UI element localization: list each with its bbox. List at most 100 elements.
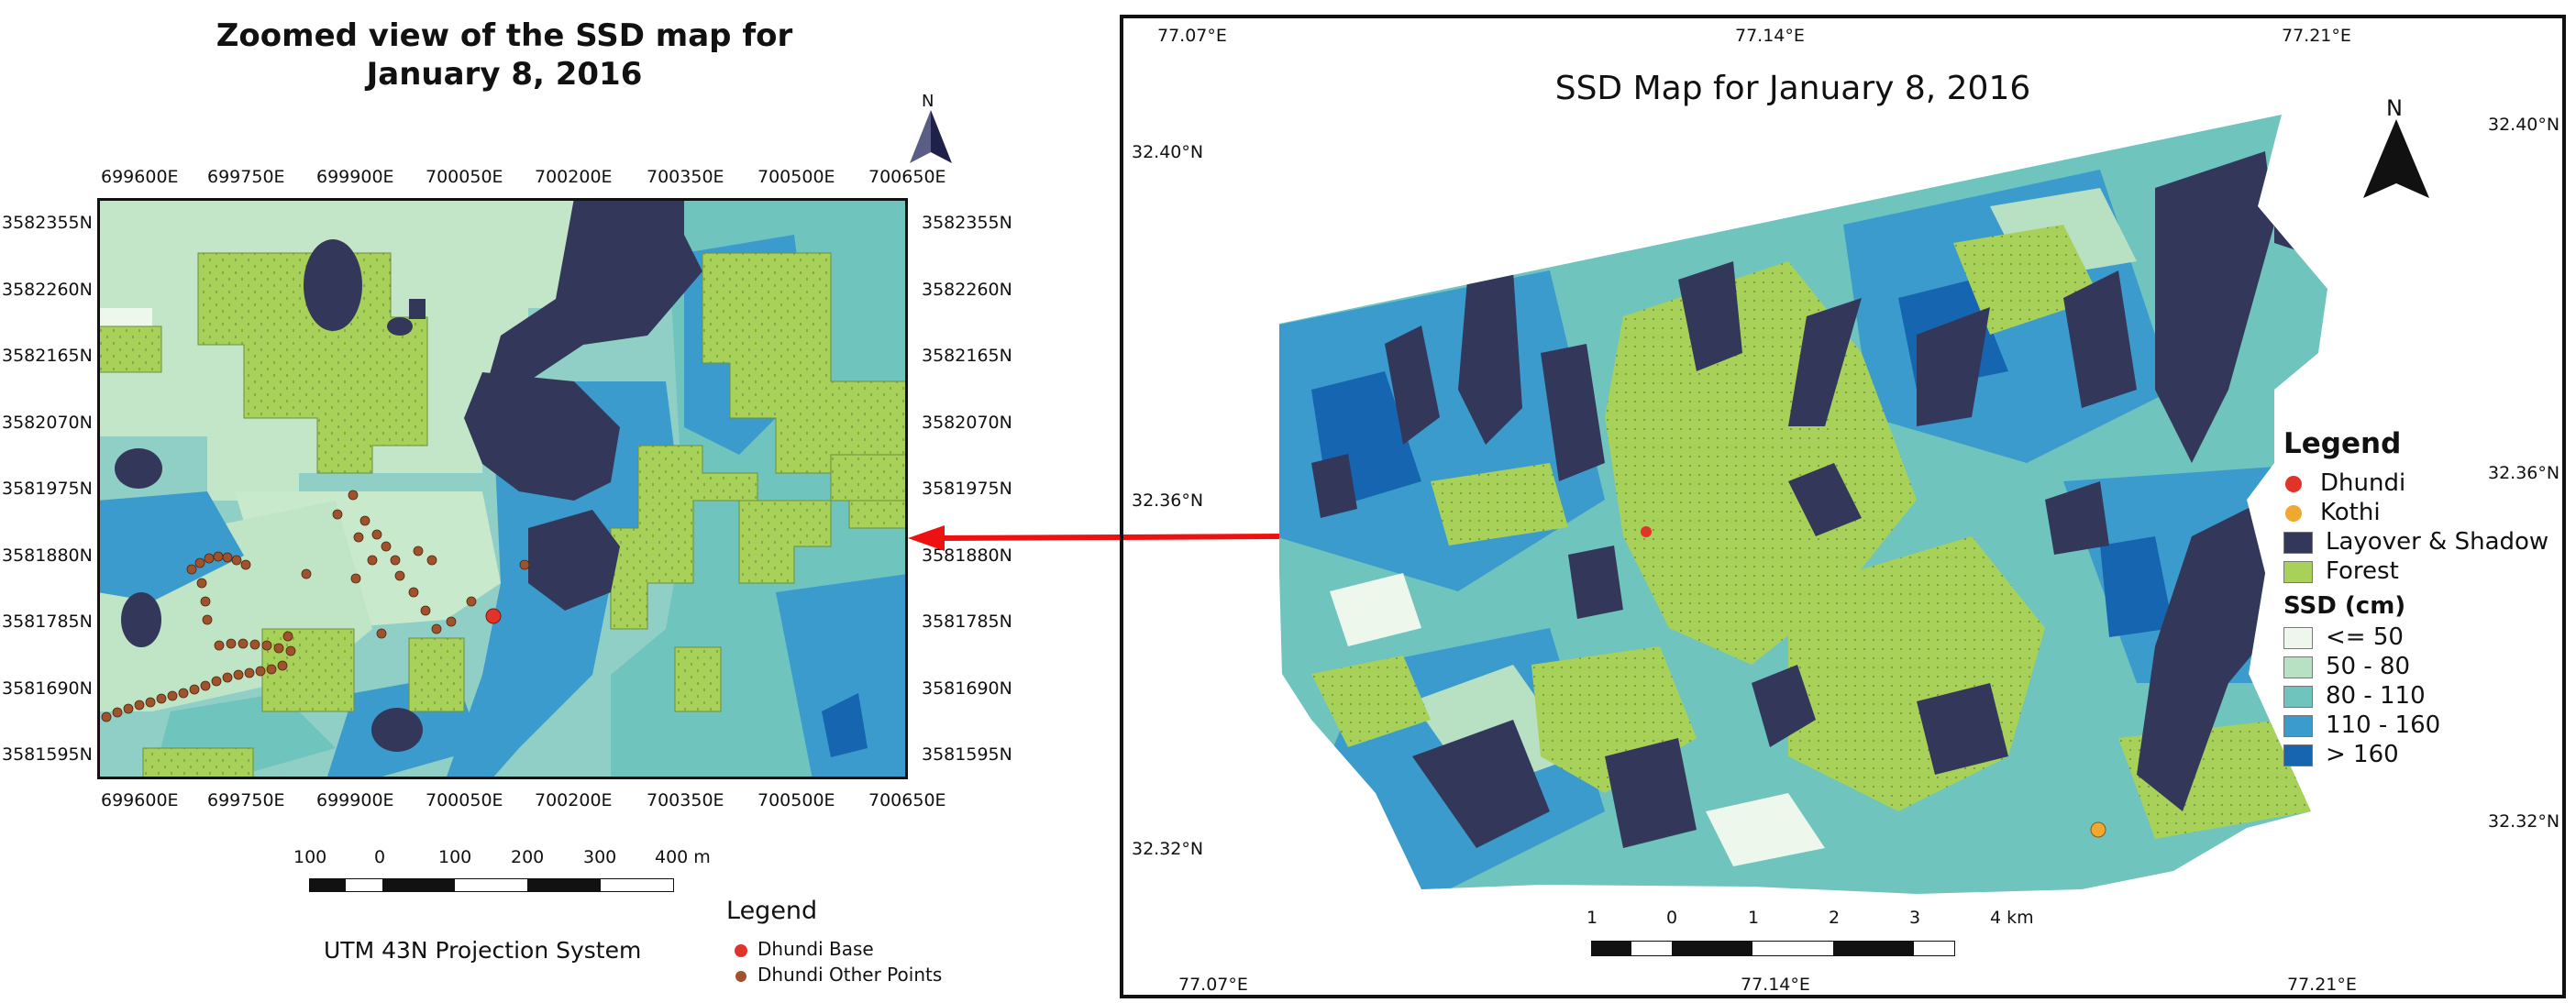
scale-label: 3	[1909, 908, 1921, 928]
legend-label: 50 - 80	[2326, 653, 2411, 680]
right-map-title: SSD Map for January 8, 2016	[1554, 70, 2031, 107]
left-zoomed-map	[97, 198, 908, 779]
x-tick: 699750E	[207, 790, 285, 810]
x-tick: 699600E	[101, 790, 179, 810]
scale-label: 100	[293, 847, 327, 867]
lat-tick: 32.40°N	[1132, 142, 1204, 162]
lon-tick: 77.21°E	[2282, 26, 2351, 46]
legend-label: <= 50	[2326, 623, 2404, 651]
lon-tick: 77.07°E	[1178, 975, 1248, 995]
scale-label: 2	[1829, 908, 1841, 928]
lat-tick: 32.36°N	[1132, 490, 1204, 511]
legend-item-kothi: Kothi	[2283, 499, 2548, 526]
brown-point-icon	[735, 970, 746, 982]
x-tick: 700650E	[868, 167, 946, 187]
scale-label: 1	[1748, 908, 1760, 928]
legend-item-ssd-4: > 160	[2283, 741, 2548, 768]
lat-tick: 32.32°N	[1132, 839, 1204, 859]
ssd-swatch	[2283, 714, 2313, 737]
lon-tick: 77.07°E	[1157, 26, 1227, 46]
left-legend-title: Legend	[726, 897, 818, 925]
right-legend: Legend Dhundi Kothi Layover & Shadow For…	[2283, 427, 2548, 768]
x-tick: 700500E	[757, 167, 835, 187]
legend-label: 80 - 110	[2326, 682, 2426, 710]
y-tick: 3581595N	[2, 744, 93, 765]
scale-label: 1	[1587, 908, 1598, 928]
legend-item-forest: Forest	[2283, 557, 2548, 585]
lon-tick: 77.14°E	[1741, 975, 1810, 995]
red-point-icon	[2285, 475, 2302, 492]
y-tick: 3581690N	[922, 678, 1012, 699]
left-map-title: Zoomed view of the SSD map for January 8…	[156, 17, 853, 94]
ssd-swatch	[2283, 656, 2313, 678]
y-tick: 3582070N	[2, 413, 93, 433]
x-tick: 700650E	[868, 790, 946, 810]
legend-label: > 160	[2326, 741, 2399, 768]
ssd-legend-title: SSD (cm)	[2283, 592, 2406, 620]
x-tick: 700500E	[757, 790, 835, 810]
ssd-swatch	[2283, 685, 2313, 708]
left-legend: Legend Dhundi Base Dhundi Other Points	[726, 897, 942, 986]
scale-label: 0	[374, 847, 386, 867]
y-tick: 3582070N	[922, 413, 1012, 433]
scale-label: 300	[583, 847, 617, 867]
scale-label: 100	[438, 847, 472, 867]
legend-label: 110 - 160	[2326, 711, 2441, 739]
lon-tick: 77.14°E	[1735, 26, 1805, 46]
x-tick: 700350E	[647, 167, 724, 187]
right-map-frame	[1120, 15, 2566, 998]
legend-item-ssd-3: 110 - 160	[2283, 711, 2548, 739]
x-tick: 699900E	[316, 167, 394, 187]
ssd-swatch	[2283, 744, 2313, 766]
lat-tick: 32.40°N	[2488, 115, 2560, 135]
left-title-line2: January 8, 2016	[366, 56, 643, 93]
legend-item-layover: Layover & Shadow	[2283, 528, 2548, 556]
projection-note: UTM 43N Projection System	[324, 937, 642, 964]
scale-label: 0	[1666, 908, 1678, 928]
y-tick: 3581690N	[2, 678, 93, 699]
y-tick: 3582355N	[922, 213, 1012, 233]
left-north-arrow: N	[908, 92, 954, 165]
forest-swatch	[2283, 560, 2313, 583]
right-legend-title: Legend	[2283, 427, 2402, 460]
scale-label: 400 m	[655, 847, 711, 867]
legend-label: Dhundi Other Points	[757, 964, 943, 986]
legend-item-dhundi-base: Dhundi Base	[734, 938, 942, 960]
legend-label: Dhundi Base	[757, 938, 874, 960]
y-tick: 3581785N	[2, 612, 93, 632]
legend-item-ssd-0: <= 50	[2283, 623, 2548, 651]
lon-tick: 77.21°E	[2287, 975, 2357, 995]
left-title-line1: Zoomed view of the SSD map for	[216, 17, 793, 54]
x-tick: 699900E	[316, 790, 394, 810]
scale-label: 4 km	[1990, 908, 2034, 928]
x-tick: 700050E	[426, 167, 503, 187]
orange-point-icon	[2285, 504, 2302, 522]
y-tick: 3582165N	[922, 346, 1012, 366]
x-tick: 700350E	[647, 790, 724, 810]
legend-item-ssd-1: 50 - 80	[2283, 653, 2548, 680]
legend-label: Dhundi	[2320, 469, 2406, 497]
y-tick: 3582260N	[2, 280, 93, 300]
x-tick: 700050E	[426, 790, 503, 810]
legend-item-dhundi-other: Dhundi Other Points	[734, 964, 942, 986]
y-tick: 3581880N	[2, 546, 93, 566]
y-tick: 3582260N	[922, 280, 1012, 300]
right-north-label: N	[2386, 95, 2403, 121]
y-tick: 3581975N	[2, 479, 93, 499]
red-point-icon	[735, 943, 747, 957]
lat-tick: 32.32°N	[2488, 811, 2560, 832]
x-tick: 700200E	[535, 790, 613, 810]
y-tick: 3582355N	[2, 213, 93, 233]
legend-label: Layover & Shadow	[2326, 528, 2549, 556]
x-tick: 700200E	[535, 167, 613, 187]
ssd-swatch	[2283, 626, 2313, 649]
right-ssd-map	[1279, 115, 2327, 894]
x-tick: 699750E	[207, 167, 285, 187]
y-tick: 3582165N	[2, 346, 93, 366]
legend-label: Forest	[2326, 557, 2399, 585]
lat-tick: 32.36°N	[2488, 463, 2560, 483]
north-arrow-icon	[2363, 119, 2429, 198]
north-arrow-icon	[910, 110, 952, 163]
y-tick: 3581975N	[922, 479, 1012, 499]
right-scale-bar	[1591, 941, 1955, 956]
